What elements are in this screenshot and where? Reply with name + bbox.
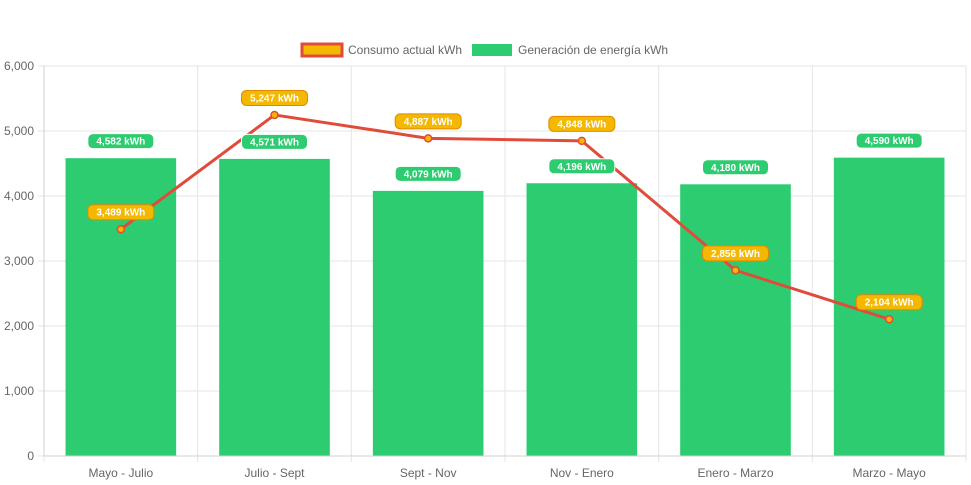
y-tick-label: 6,000 — [4, 59, 34, 73]
line-value-label-bg — [87, 204, 155, 221]
line-value-label-bg — [394, 113, 462, 130]
bar[interactable] — [680, 184, 791, 457]
x-tick-label: Julio - Sept — [244, 466, 305, 480]
bar-value-label-text: 4,582 kWh — [96, 137, 145, 148]
bar-value-label-text: 4,196 kWh — [557, 162, 606, 173]
bar[interactable] — [219, 158, 330, 456]
x-tick-label: Enero - Marzo — [697, 466, 773, 480]
legend-swatch-generacion — [472, 44, 512, 56]
x-tick-label: Sept - Nov — [400, 466, 457, 480]
y-tick-label: 5,000 — [4, 124, 34, 138]
bar-value-label: 4,571 kWh — [241, 133, 308, 150]
line-point[interactable] — [116, 224, 126, 234]
grid — [38, 65, 967, 462]
legend-label-consumo: Consumo actual kWh — [348, 43, 462, 57]
line-value-label-text: 4,887 kWh — [404, 117, 453, 128]
bar[interactable] — [526, 183, 638, 456]
y-tick-label: 3,000 — [4, 254, 34, 268]
bar[interactable] — [65, 158, 177, 457]
bar-value-label-text: 4,571 kWh — [250, 137, 299, 148]
line-point[interactable] — [270, 110, 279, 120]
y-tick-label: 4,000 — [4, 189, 34, 203]
data-labels: 4,582 kWh 4,571 kWh 4,079 kWh 4,196 kWh 4,18… — [87, 89, 923, 311]
bar-value-label-bg — [241, 133, 308, 150]
line-value-label: 5,247 kWh — [241, 89, 308, 106]
line-value-label-bg — [548, 115, 616, 132]
line-value-label-text: 4,848 kWh — [557, 119, 606, 130]
y-tick-label: 2,000 — [4, 319, 34, 333]
line-value-label: 4,848 kWh — [548, 115, 616, 132]
bar-value-label-bg — [548, 158, 616, 175]
axes: 0 1,000 2,000 3,000 4,000 5,000 6,000 Mayo - Ju… — [4, 59, 966, 480]
line-value-label-bg — [241, 89, 308, 106]
bar-value-label: 4,196 kWh — [548, 158, 616, 175]
bar-value-label-text: 4,079 kWh — [404, 169, 453, 180]
legend[interactable]: Consumo actual kWh Generación de energía… — [300, 42, 668, 58]
line-value-label-bg — [702, 245, 769, 262]
line-value-label-text: 2,104 kWh — [865, 298, 914, 309]
legend-swatch-consumo — [300, 42, 344, 58]
bar-value-label: 4,079 kWh — [394, 165, 462, 182]
line-value-label: 3,489 kWh — [87, 204, 155, 221]
line-value-label-text: 5,247 kWh — [250, 93, 299, 104]
bar-value-label-bg — [87, 133, 155, 150]
bar-value-label: 4,590 kWh — [855, 132, 923, 149]
line-point[interactable] — [423, 134, 433, 143]
bar[interactable] — [372, 190, 484, 457]
line-value-label: 2,104 kWh — [855, 294, 923, 311]
bar-value-label-text: 4,180 kWh — [711, 163, 760, 174]
bar-value-label-bg — [702, 159, 769, 176]
y-tick-label: 1,000 — [4, 384, 34, 398]
bar-value-label-bg — [394, 165, 462, 182]
x-tick-label: Nov - Enero — [550, 466, 614, 480]
bar-value-label-bg — [855, 132, 923, 149]
line-value-label: 4,887 kWh — [394, 113, 462, 130]
y-tick-label: 0 — [27, 449, 34, 463]
x-tick-label: Marzo - Mayo — [852, 466, 926, 480]
bar-value-label: 4,180 kWh — [702, 159, 769, 176]
line-point[interactable] — [884, 314, 894, 324]
line-value-label-text: 2,856 kWh — [711, 249, 760, 260]
line-point[interactable] — [731, 266, 740, 275]
line-value-label-text: 3,489 kWh — [96, 208, 145, 219]
line-value-label: 2,856 kWh — [702, 245, 769, 262]
x-tick-label: Mayo - Julio — [88, 466, 153, 480]
bar-value-label: 4,582 kWh — [87, 133, 155, 150]
legend-label-generacion: Generación de energía kWh — [518, 43, 668, 57]
bar-value-label-text: 4,590 kWh — [865, 136, 914, 147]
line-value-label-bg — [855, 294, 923, 311]
line-point[interactable] — [577, 136, 587, 146]
